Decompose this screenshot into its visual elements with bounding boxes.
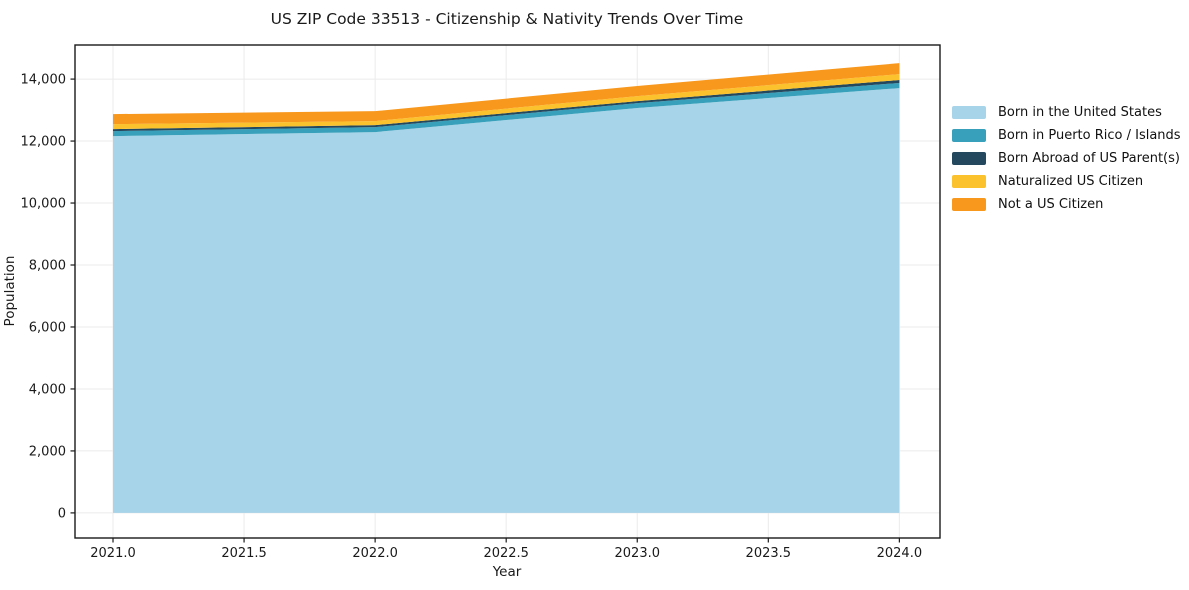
legend-item-born-in-puerto-rico-islands: Born in Puerto Rico / Islands	[952, 124, 1181, 147]
legend-label: Born in the United States	[998, 105, 1162, 120]
legend-label: Naturalized US Citizen	[998, 174, 1144, 189]
legend-label: Born Abroad of US Parent(s)	[998, 151, 1180, 166]
y-tick-label: 8,000	[29, 259, 66, 274]
ticks-layer: 2021.0 2021.5 2022.0 2022.5 2023.0 2023.5 2024…	[21, 73, 923, 561]
x-tick-label: 2022.0	[352, 546, 398, 561]
y-tick-label: 10,000	[21, 197, 67, 212]
y-tick-label: 14,000	[21, 73, 67, 88]
y-tick-label: 12,000	[21, 135, 67, 150]
legend-swatch-icon	[952, 152, 986, 165]
y-axis-label: Population	[2, 256, 18, 327]
legend-item-born-in-the-united-states: Born in the United States	[952, 101, 1181, 124]
legend-swatch-icon	[952, 129, 986, 142]
y-tick-label: 4,000	[29, 382, 66, 397]
y-tick-label: 2,000	[29, 444, 66, 459]
legend-label: Not a US Citizen	[998, 197, 1104, 212]
legend-item-not-a-us-citizen: Not a US Citizen	[952, 193, 1181, 216]
x-tick-label: 2023.0	[615, 546, 661, 561]
legend-label: Born in Puerto Rico / Islands	[998, 128, 1181, 143]
y-tick-label: 0	[58, 506, 66, 521]
legend-swatch-icon	[952, 198, 986, 211]
legend-item-born-abroad-of-us-parent-s: Born Abroad of US Parent(s)	[952, 147, 1181, 170]
area-born-in-the-united-states	[113, 88, 900, 513]
x-tick-label: 2023.5	[746, 546, 792, 561]
x-tick-label: 2021.0	[90, 546, 136, 561]
area-not-a-us-citizen	[113, 63, 900, 125]
legend-swatch-icon	[952, 106, 986, 119]
area-born-in-puerto-rico-islands	[113, 82, 900, 137]
area-naturalized-us-citizen	[113, 74, 900, 130]
x-tick-label: 2021.5	[221, 546, 267, 561]
plot-border	[74, 44, 941, 539]
y-tick-label: 6,000	[29, 320, 66, 335]
x-tick-label: 2022.5	[483, 546, 529, 561]
stacked-areas-layer	[113, 63, 900, 513]
x-tick-label: 2024.0	[877, 546, 923, 561]
x-axis-label: Year	[492, 564, 522, 580]
legend-swatch-icon	[952, 175, 986, 188]
chart-title: US ZIP Code 33513 - Citizenship & Nativi…	[271, 10, 744, 28]
legend: Born in the United States Born in Puerto …	[952, 101, 1181, 216]
legend-item-naturalized-us-citizen: Naturalized US Citizen	[952, 170, 1181, 193]
